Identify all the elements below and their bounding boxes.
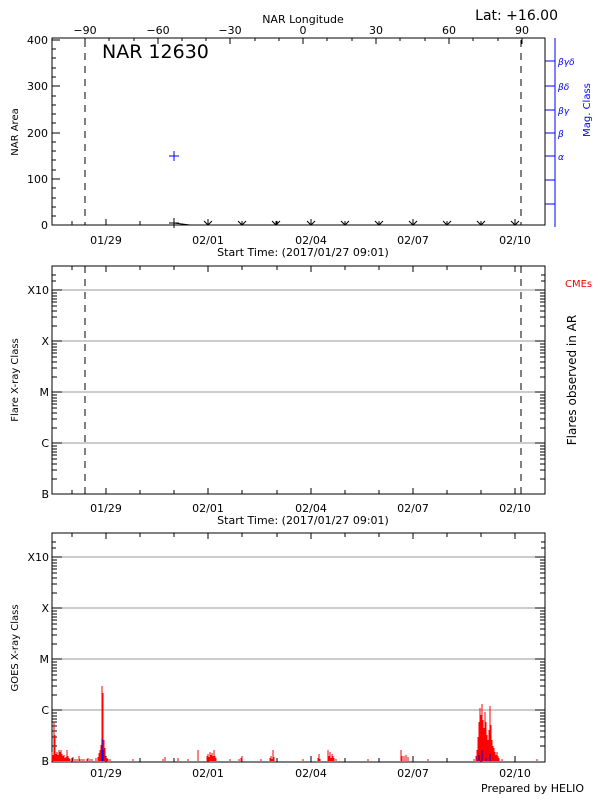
svg-text:X10: X10 xyxy=(27,284,49,297)
nar-area-y-tick-labels: 0 100 200 300 400 xyxy=(27,34,48,232)
goes-y-ticks xyxy=(52,541,62,747)
flare-y-tick-labels: B C M X X10 xyxy=(27,284,49,501)
svg-text:B: B xyxy=(41,488,49,501)
svg-text:60: 60 xyxy=(442,24,456,37)
svg-text:βγδ: βγδ xyxy=(557,58,575,68)
svg-text:B: B xyxy=(41,755,49,768)
svg-text:02/10: 02/10 xyxy=(499,234,531,247)
nar-area-y-ticks xyxy=(52,39,60,217)
svg-text:−60: −60 xyxy=(146,24,169,37)
svg-text:200: 200 xyxy=(27,127,48,140)
longitude-tick-labels: −90 −60 −30 0 30 60 90 xyxy=(73,24,529,37)
svg-text:01/29: 01/29 xyxy=(90,767,122,780)
goes-ylabel: GOES X-ray Class xyxy=(10,604,21,691)
mag-class-marker xyxy=(169,151,179,161)
svg-text:X: X xyxy=(41,335,49,348)
svg-text:01/29: 01/29 xyxy=(90,502,122,515)
svg-text:β: β xyxy=(557,130,564,140)
latitude-label: Lat: +16.00 xyxy=(475,8,558,24)
nar-area-panel: NAR Longitude Lat: +16.00 −90 −60 −30 0 … xyxy=(10,8,593,259)
svg-text:400: 400 xyxy=(27,34,48,47)
nar-area-zero-markers xyxy=(203,220,520,226)
svg-text:02/10: 02/10 xyxy=(499,767,531,780)
svg-text:02/01: 02/01 xyxy=(192,767,224,780)
goes-x-tick-labels: 01/29 02/01 02/04 02/07 02/10 xyxy=(90,767,531,780)
svg-text:02/07: 02/07 xyxy=(397,502,429,515)
goes-y-tick-labels: B C M X X10 xyxy=(27,551,49,768)
svg-text:01/29: 01/29 xyxy=(90,234,122,247)
svg-text:0: 0 xyxy=(41,219,48,232)
nar-area-xlabel: Start Time: (2017/01/27 09:01) xyxy=(217,246,389,259)
svg-text:300: 300 xyxy=(27,80,48,93)
svg-text:C: C xyxy=(41,437,49,450)
svg-text:30: 30 xyxy=(369,24,383,37)
nar-area-ylabel: NAR Area xyxy=(10,108,21,155)
svg-text:02/07: 02/07 xyxy=(397,767,429,780)
prepared-by-credit: Prepared by HELIO xyxy=(481,782,584,795)
nar-area-plot-box xyxy=(51,37,546,226)
svg-text:90: 90 xyxy=(515,24,529,37)
svg-text:02/04: 02/04 xyxy=(295,767,327,780)
flare-grid xyxy=(62,289,545,444)
svg-text:βδ: βδ xyxy=(557,83,570,93)
flare-ylabel: Flare X-ray Class xyxy=(10,338,21,422)
svg-text:02/10: 02/10 xyxy=(499,502,531,515)
svg-text:−30: −30 xyxy=(218,24,241,37)
goes-xray-panel: B C M X X10 GOES X-ray Class xyxy=(10,532,584,795)
flare-x-tick-labels: 01/29 02/01 02/04 02/07 02/10 xyxy=(90,502,531,515)
svg-text:0: 0 xyxy=(300,24,307,37)
nar-area-x-tick-labels: 01/29 02/01 02/04 02/07 02/10 xyxy=(90,234,531,247)
svg-text:C: C xyxy=(41,704,49,717)
mag-class-ylabel: Mag. Class xyxy=(582,83,593,137)
goes-grid xyxy=(62,556,545,711)
goes-plot-box xyxy=(51,532,546,763)
flare-plot-box xyxy=(51,265,546,495)
flare-xlabel: Start Time: (2017/01/27 09:01) xyxy=(217,514,389,527)
flare-y-ticks xyxy=(52,274,62,480)
svg-text:100: 100 xyxy=(27,173,48,186)
svg-text:02/04: 02/04 xyxy=(295,234,327,247)
mag-class-axis: βγδ βδ βγ β α Mag. Class xyxy=(545,38,593,227)
svg-text:−90: −90 xyxy=(73,24,96,37)
svg-text:02/01: 02/01 xyxy=(192,234,224,247)
svg-text:βγ: βγ xyxy=(557,107,570,117)
region-label: NAR 12630 xyxy=(102,41,209,63)
svg-text:M: M xyxy=(40,653,50,666)
svg-text:02/01: 02/01 xyxy=(192,502,224,515)
flares-observed-ylabel: Flares observed in AR xyxy=(565,315,579,445)
goes-long-series xyxy=(51,686,538,761)
svg-text:X: X xyxy=(41,602,49,615)
goes-short-series xyxy=(101,739,491,761)
nar-area-series xyxy=(169,218,208,228)
svg-text:M: M xyxy=(40,386,50,399)
svg-text:02/07: 02/07 xyxy=(397,234,429,247)
top-axis-title: NAR Longitude xyxy=(262,13,344,26)
flare-class-panel: B C M X X10 Flare X-ray Class Flares obs… xyxy=(10,265,592,527)
svg-text:X10: X10 xyxy=(27,551,49,564)
svg-text:02/04: 02/04 xyxy=(295,502,327,515)
svg-text:α: α xyxy=(558,153,564,163)
cme-legend-label: CMEs xyxy=(565,279,592,290)
